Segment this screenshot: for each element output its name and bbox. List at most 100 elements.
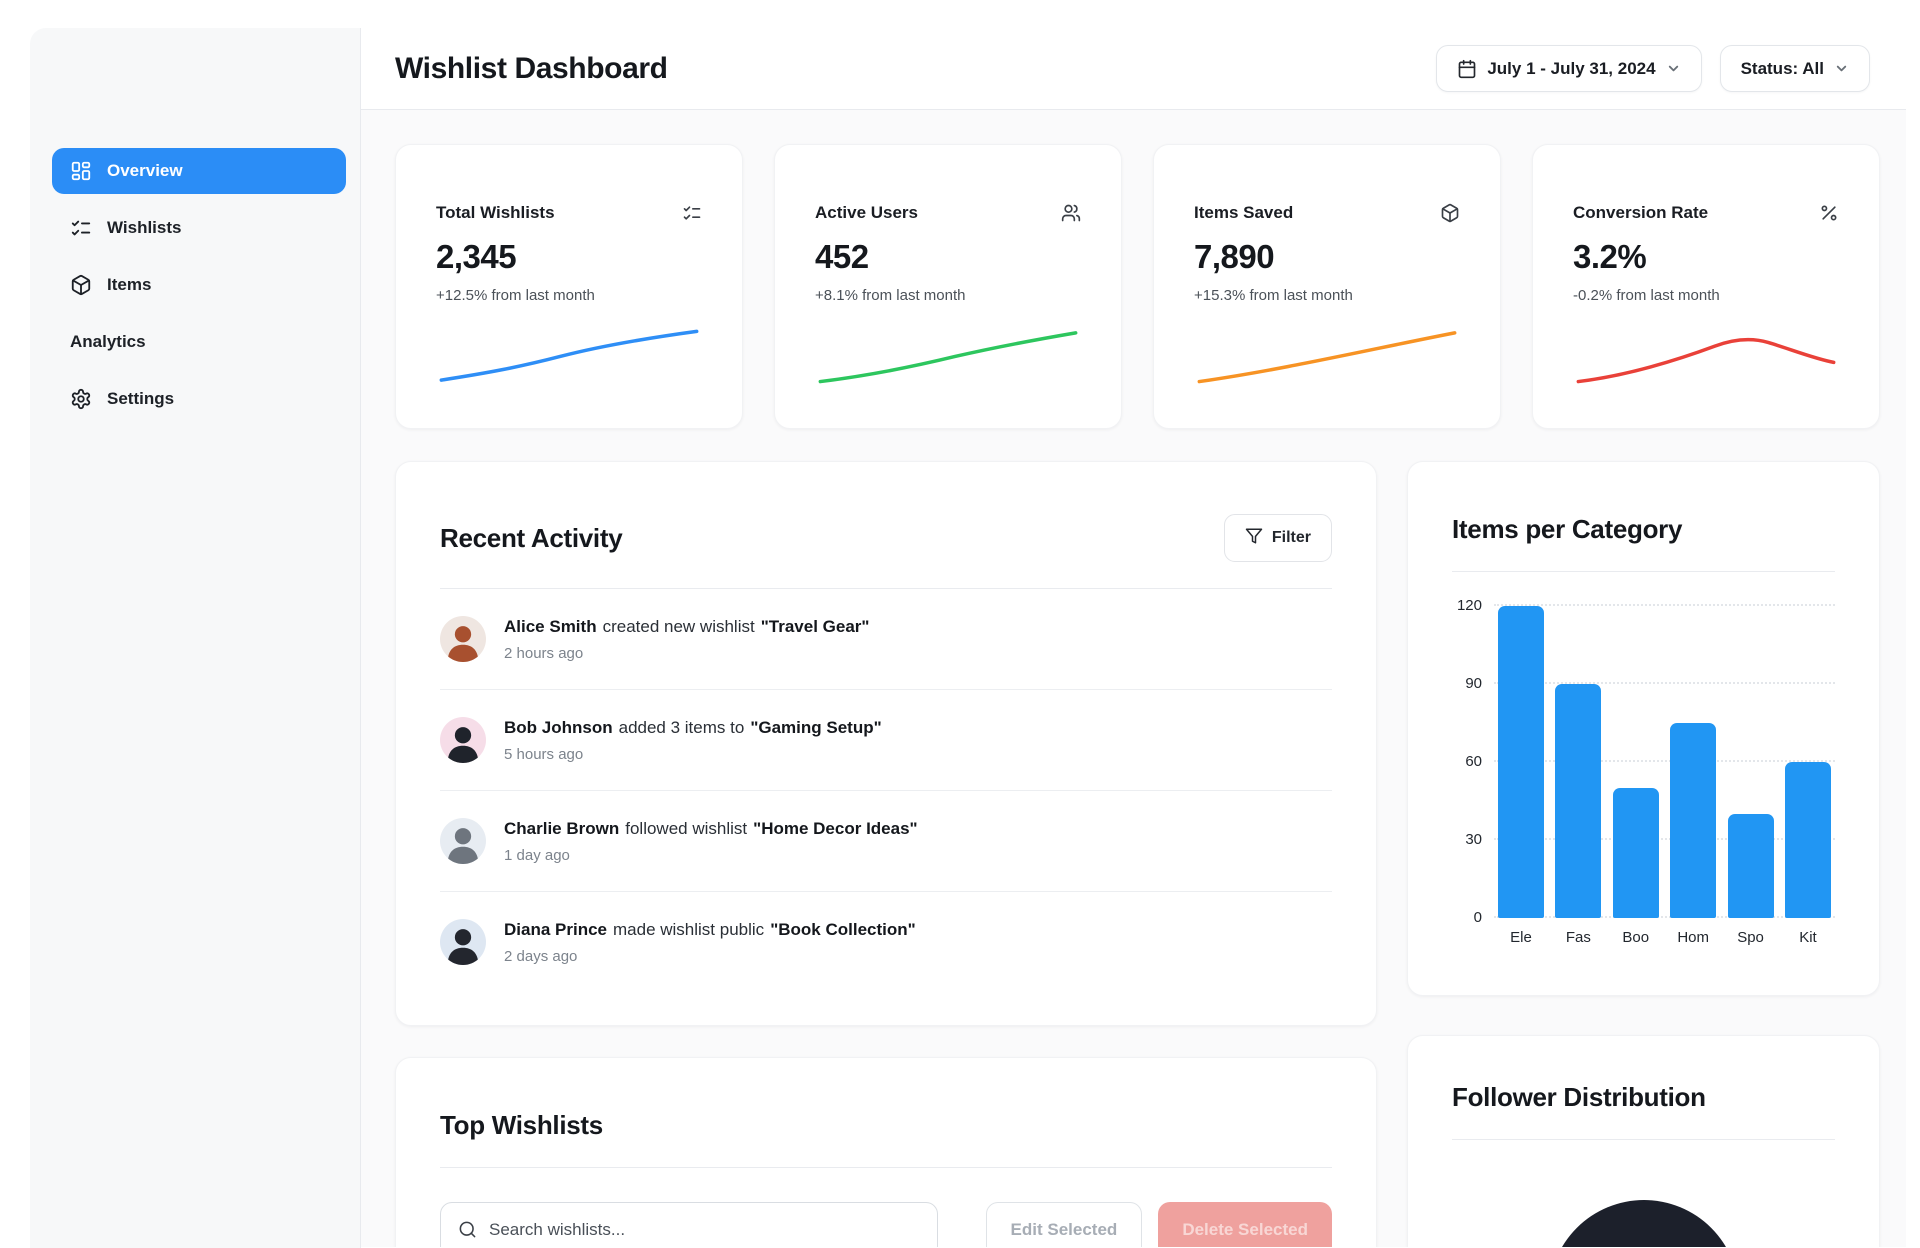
chevron-down-icon <box>1666 61 1681 76</box>
y-tick-label: 30 <box>1465 831 1482 848</box>
stat-value: 2,345 <box>436 238 517 275</box>
bar <box>1784 762 1831 918</box>
bar <box>1727 814 1774 918</box>
gridline <box>1494 838 1835 840</box>
y-tick-label: 90 <box>1465 675 1482 692</box>
divider <box>1452 1139 1835 1140</box>
package-icon <box>70 274 92 296</box>
funnel-icon <box>1245 527 1263 550</box>
follower-donut-chart <box>1548 1200 1739 1247</box>
activity-target: "Home Decor Ideas" <box>753 818 918 838</box>
stat-delta: -0.2% from last month <box>1573 287 1720 304</box>
gear-icon <box>70 388 92 410</box>
activity-item: Charlie Brown followed wishlist "Home Deco… <box>440 790 1332 891</box>
chart-gridlines <box>1494 604 1835 946</box>
bar-col-hom: Hom <box>1670 606 1717 946</box>
sidebar-nav: Overview Wishlists Items <box>30 28 360 422</box>
package-icon <box>1440 203 1460 223</box>
activity-time: 1 day ago <box>504 846 570 864</box>
recent-activity-title: Recent Activity <box>440 522 623 553</box>
checklist-icon <box>682 203 702 223</box>
sidebar: Overview Wishlists Items <box>30 28 360 1248</box>
sidebar-item-settings[interactable]: Settings <box>52 376 346 422</box>
bar-col-fas: Fas <box>1555 606 1602 946</box>
sidebar-item-analytics[interactable]: Analytics <box>52 319 346 365</box>
bar-label: Fas <box>1565 929 1591 946</box>
stat-label: Items Saved <box>1194 203 1294 222</box>
dashboard-content: Total Wishlists 2,345 +12.5% from last m… <box>361 110 1906 1247</box>
avatar <box>440 616 486 662</box>
stat-cards-row: Total Wishlists 2,345 +12.5% from last m… <box>395 144 1880 429</box>
y-tick-label: 0 <box>1473 909 1482 926</box>
sidebar-item-items[interactable]: Items <box>52 262 346 308</box>
top-wishlists-title: Top Wishlists <box>440 1110 603 1140</box>
stat-delta: +12.5% from last month <box>436 287 595 304</box>
status-filter-button[interactable]: Status: All <box>1719 45 1870 92</box>
activity-text: Alice Smith created new wishlist "Travel G… <box>504 617 869 637</box>
activity-user: Bob Johnson <box>504 717 613 737</box>
stat-label: Total Wishlists <box>436 203 555 222</box>
avatar <box>440 717 486 763</box>
status-filter-label: Status: All <box>1740 58 1824 78</box>
delete-selected-button[interactable]: Delete Selected <box>1158 1202 1332 1247</box>
sidebar-item-wishlists[interactable]: Wishlists <box>52 205 346 251</box>
recent-activity-card: Recent Activity Filter <box>395 461 1377 1026</box>
chevron-down-icon <box>1834 61 1849 76</box>
divider <box>440 1167 1332 1168</box>
sidebar-item-label: Settings <box>107 389 175 408</box>
stat-delta: +15.3% from last month <box>1194 287 1353 304</box>
search-box <box>440 1202 938 1247</box>
stat-value: 7,890 <box>1194 238 1275 275</box>
sidebar-item-label: Overview <box>107 161 183 180</box>
bar <box>1555 684 1602 918</box>
sparkline-peak-then-fall <box>1573 324 1839 386</box>
search-wishlists-input[interactable] <box>440 1202 938 1247</box>
sparkline-rising <box>815 324 1081 386</box>
activity-time: 2 days ago <box>504 947 578 965</box>
users-icon <box>1061 203 1081 223</box>
sparkline-rising <box>436 324 702 386</box>
sidebar-item-label: Analytics <box>70 332 146 351</box>
stat-card-items-saved: Items Saved 7,890 +15.3% from last month <box>1153 144 1501 429</box>
sidebar-item-label: Items <box>107 275 152 294</box>
percent-icon <box>1819 203 1839 223</box>
y-tick-label: 120 <box>1456 597 1482 614</box>
sparkline-rising-straight <box>1194 324 1460 386</box>
activity-action: followed wishlist <box>625 818 748 838</box>
dashboard-grid-icon <box>70 160 92 182</box>
stat-card-conversion-rate: Conversion Rate 3.2% -0.2% from last mon… <box>1532 144 1880 429</box>
y-tick-label: 60 <box>1465 753 1482 770</box>
activity-text: Charlie Brown followed wishlist "Home Deco… <box>504 819 918 839</box>
y-axis: 0 30 60 90 120 <box>1452 597 1494 946</box>
filter-button[interactable]: Filter <box>1223 514 1332 562</box>
activity-action: added 3 items to <box>618 717 745 737</box>
activity-item: Bob Johnson added 3 items to "Gaming Setup… <box>440 689 1332 790</box>
date-range-button[interactable]: July 1 - July 31, 2024 <box>1436 45 1702 92</box>
activity-target: "Gaming Setup" <box>750 717 882 737</box>
follower-distribution-title: Follower Distribution <box>1452 1082 1706 1112</box>
bar-label: Spo <box>1737 929 1764 946</box>
stat-label: Conversion Rate <box>1573 203 1709 222</box>
activity-item: Diana Prince made wishlist public "Book Co… <box>440 891 1332 992</box>
stat-label: Active Users <box>815 203 919 222</box>
date-range-label: July 1 - July 31, 2024 <box>1487 58 1656 78</box>
bar-label: Ele <box>1510 929 1532 946</box>
activity-item: Alice Smith created new wishlist "Travel G… <box>440 589 1332 689</box>
activity-target: "Book Collection" <box>770 919 916 939</box>
bar-plot: Ele Fas Boo Hom Spo Kit <box>1494 606 1835 946</box>
filter-label: Filter <box>1271 529 1311 546</box>
bar <box>1612 788 1659 918</box>
stat-value: 3.2% <box>1573 238 1647 275</box>
bar-chart: 0 30 60 90 120 Ele Fas Boo Hom Spo Kit <box>1452 597 1835 946</box>
sidebar-item-overview[interactable]: Overview <box>52 148 346 194</box>
bar <box>1498 606 1544 918</box>
stat-card-active-users: Active Users 452 +8.1% from last month <box>774 144 1122 429</box>
divider <box>1452 571 1835 572</box>
gridline <box>1494 682 1835 684</box>
activity-action: made wishlist public <box>613 919 765 939</box>
stat-delta: +8.1% from last month <box>815 287 966 304</box>
calendar-icon <box>1457 59 1477 79</box>
edit-selected-button[interactable]: Edit Selected <box>985 1202 1143 1247</box>
activity-user: Alice Smith <box>504 616 597 636</box>
activity-target: "Travel Gear" <box>760 616 870 636</box>
